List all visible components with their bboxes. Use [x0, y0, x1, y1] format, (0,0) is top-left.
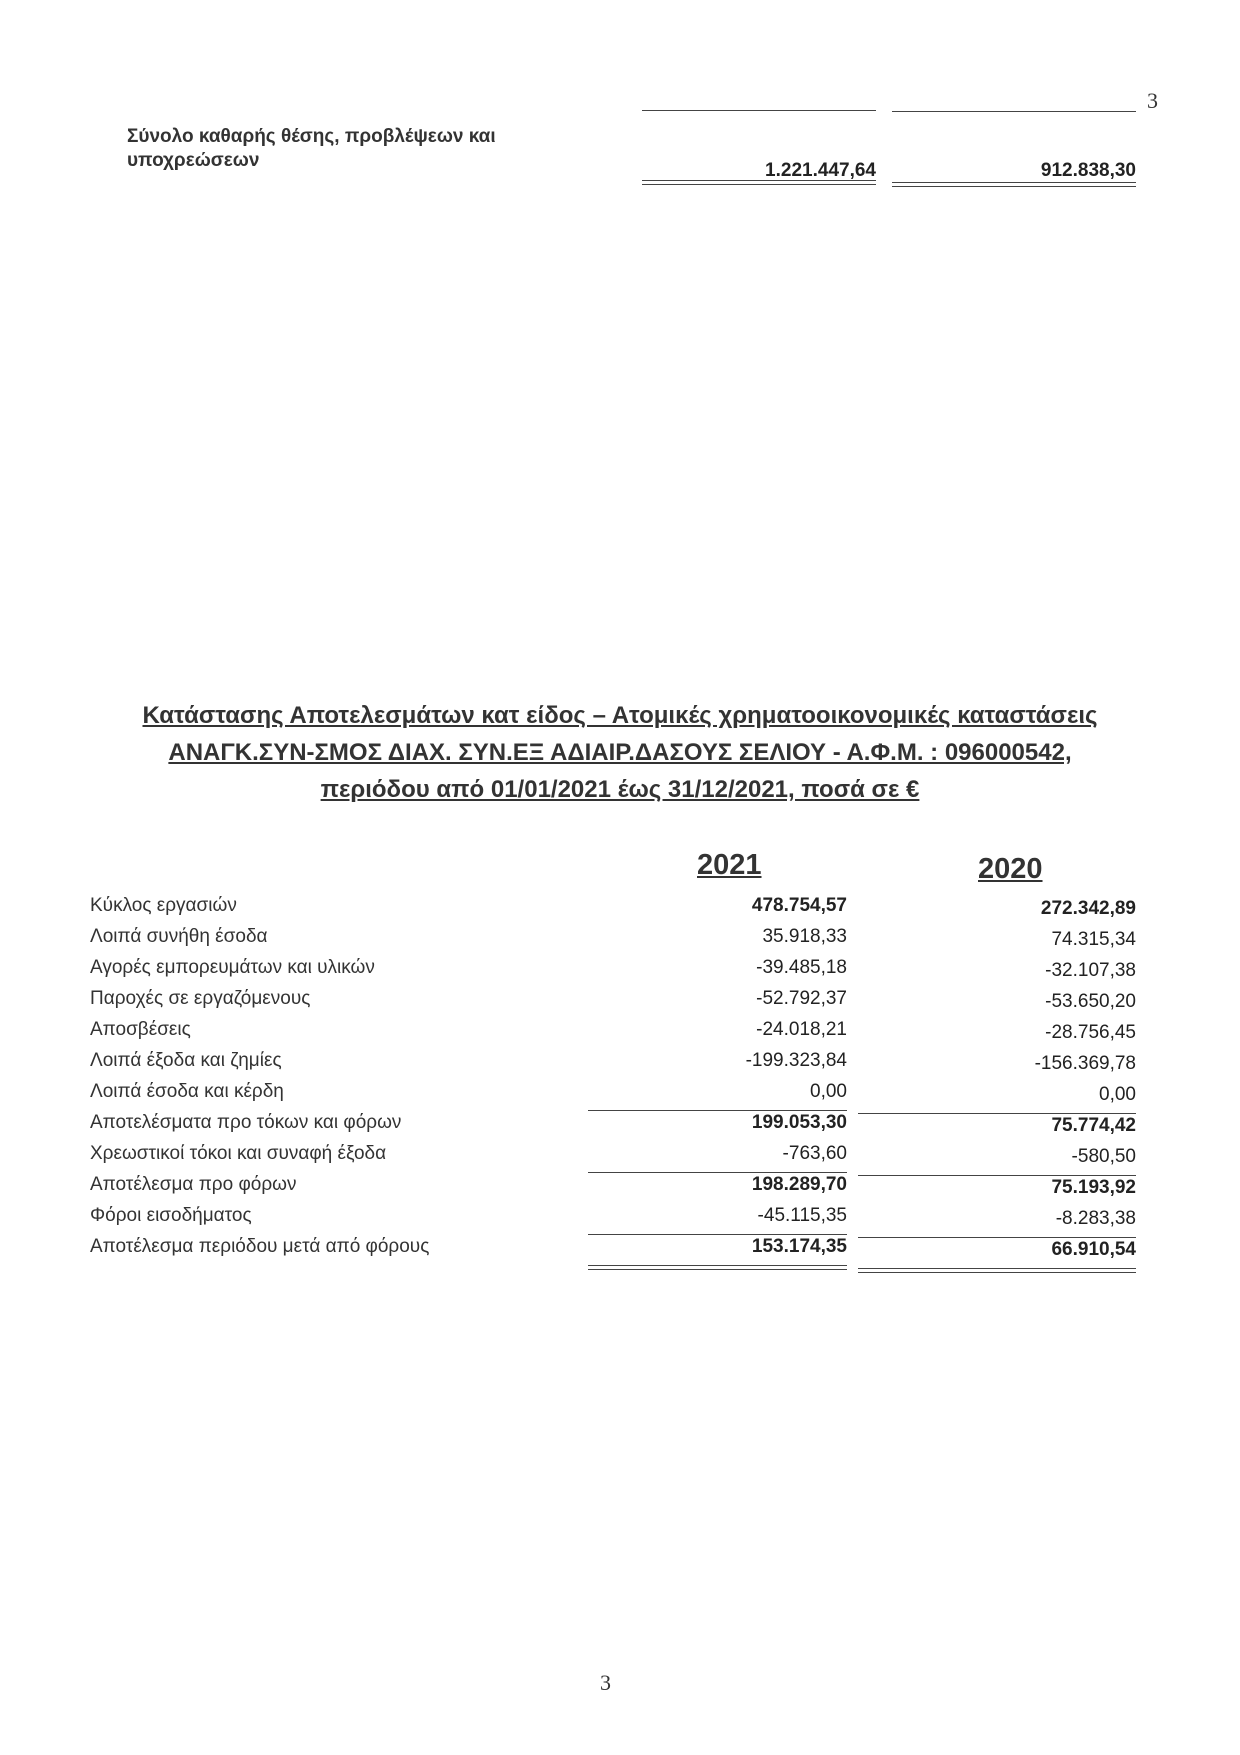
- row-value-2020: -28.756,45: [1045, 1022, 1136, 1043]
- row-value-2020: 0,00: [1099, 1084, 1136, 1105]
- row-label: Χρεωστικοί τόκοι και συναφή έξοδα: [90, 1143, 387, 1164]
- row-label: Κύκλος εργασιών: [90, 895, 237, 916]
- row-value-2021: -199.323,84: [745, 1050, 847, 1071]
- title-line1: Κατάστασης Αποτελεσμάτων κατ είδος – Ατο…: [142, 702, 1098, 729]
- row-value-2021: -763,60: [782, 1143, 847, 1164]
- total-double-rule: [858, 1268, 1136, 1273]
- balance-total-label-line2: υποχρεώσεων: [127, 150, 260, 171]
- row-value-2021: 199.053,30: [751, 1112, 847, 1133]
- row-value-2020: 75.774,42: [1051, 1115, 1136, 1136]
- row-value-2020: 66.910,54: [1051, 1239, 1136, 1260]
- balance-total-2021: 1.221.447,64: [765, 160, 876, 181]
- row-value-2021: 478.754,57: [751, 895, 847, 916]
- row-value-2020: -8.283,38: [1055, 1208, 1136, 1229]
- row-value-2021: 198.289,70: [751, 1174, 847, 1195]
- balance-total-label-line1: Σύνολο καθαρής θέσης, προβλέψεων και: [127, 126, 496, 147]
- row-value-2020: 272.342,89: [1040, 898, 1136, 919]
- column-header-2020: 2020: [978, 853, 1043, 885]
- subtotal-rule: [588, 1234, 847, 1235]
- rule: [892, 111, 1136, 112]
- row-value-2020: -53.650,20: [1045, 991, 1136, 1012]
- rule: [642, 110, 876, 111]
- page-number-bottom: 3: [600, 1670, 611, 1695]
- row-value-2021: 35.918,33: [762, 926, 847, 947]
- row-value-2021: -24.018,21: [756, 1019, 847, 1040]
- double-rule: [642, 180, 876, 185]
- row-label: Λοιπά συνήθη έσοδα: [90, 926, 268, 947]
- subtotal-rule: [858, 1237, 1136, 1238]
- row-label: Λοιπά έξοδα και ζημίες: [90, 1050, 282, 1071]
- total-double-rule: [588, 1265, 847, 1270]
- row-label: Αποτέλεσμα προ φόρων: [90, 1174, 297, 1195]
- column-header-2021: 2021: [697, 849, 762, 881]
- row-label: Παροχές σε εργαζόμενους: [90, 988, 311, 1009]
- row-label: Φόροι εισοδήματος: [90, 1205, 252, 1226]
- title-line2: ΑΝΑΓΚ.ΣΥΝ-ΣΜΟΣ ΔΙΑΧ. ΣΥΝ.ΕΞ ΑΔΙΑΙΡ.ΔΑΣΟΥ…: [168, 739, 1072, 766]
- balance-total-2020: 912.838,30: [1040, 160, 1136, 181]
- row-value-2020: -580,50: [1071, 1146, 1136, 1167]
- subtotal-rule: [858, 1175, 1136, 1176]
- subtotal-rule: [588, 1172, 847, 1173]
- row-value-2021: 0,00: [810, 1081, 847, 1102]
- page-number-top: 3: [1147, 88, 1158, 113]
- row-label: Λοιπά έσοδα και κέρδη: [90, 1081, 284, 1102]
- row-label: Αποτέλεσμα περιόδου μετά από φόρους: [90, 1236, 430, 1257]
- row-value-2021: 153.174,35: [751, 1236, 847, 1257]
- row-label: Αποτελέσματα προ τόκων και φόρων: [90, 1112, 402, 1133]
- subtotal-rule: [588, 1110, 847, 1111]
- row-value-2021: -45.115,35: [757, 1205, 847, 1226]
- row-value-2021: -52.792,37: [756, 988, 847, 1009]
- double-rule: [892, 182, 1136, 187]
- row-value-2020: 74.315,34: [1051, 929, 1136, 950]
- row-value-2020: -156.369,78: [1034, 1053, 1136, 1074]
- title-line3: περιόδου από 01/01/2021 έως 31/12/2021, …: [320, 776, 920, 803]
- row-value-2020: -32.107,38: [1045, 960, 1136, 981]
- row-value-2020: 75.193,92: [1051, 1177, 1136, 1198]
- row-value-2021: -39.485,18: [756, 957, 847, 978]
- subtotal-rule: [858, 1113, 1136, 1114]
- row-label: Αγορές εμπορευμάτων και υλικών: [90, 957, 375, 978]
- row-label: Αποσβέσεις: [90, 1019, 191, 1040]
